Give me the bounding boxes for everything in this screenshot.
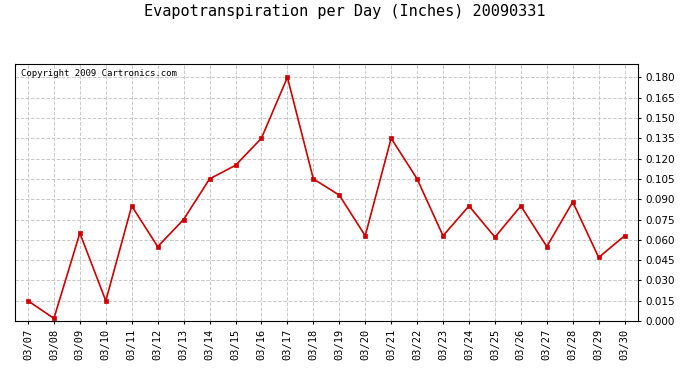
Text: Copyright 2009 Cartronics.com: Copyright 2009 Cartronics.com [21, 69, 177, 78]
Text: Evapotranspiration per Day (Inches) 20090331: Evapotranspiration per Day (Inches) 2009… [144, 4, 546, 19]
